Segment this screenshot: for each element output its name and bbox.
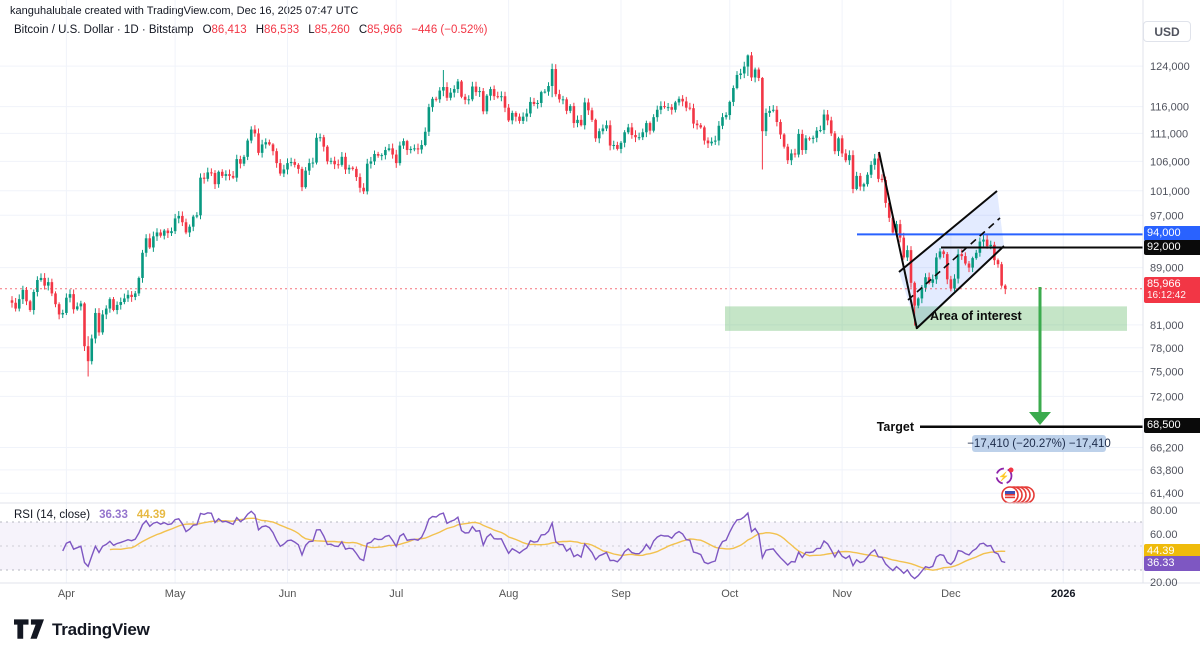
- month-label: Oct: [721, 588, 738, 600]
- flag-channel-fill: [899, 191, 1004, 328]
- gridlines: [0, 0, 1143, 583]
- rsi-tick: 20.00: [1150, 577, 1178, 589]
- symbol-title[interactable]: Bitcoin / U.S. Dollar · 1D · Bitstamp: [14, 24, 194, 36]
- price-tick: 101,000: [1150, 186, 1190, 198]
- projection-arrow-head: [1029, 412, 1051, 425]
- rsi-current-value: 36.33: [99, 509, 128, 521]
- area-of-interest-label: Area of interest: [930, 309, 1022, 323]
- chart-legend: Bitcoin / U.S. Dollar · 1D · Bitstamp O8…: [14, 24, 487, 36]
- ohlc-low: L85,260: [308, 24, 350, 36]
- price-tick: 81,000: [1150, 320, 1184, 332]
- price-tick: 61,400: [1150, 488, 1184, 500]
- bar-countdown: 16:12:42: [1147, 290, 1186, 301]
- month-label: May: [165, 588, 186, 600]
- tradingview-logo[interactable]: TradingView: [14, 618, 150, 641]
- rsi-value-badge: 36.33: [1144, 556, 1200, 571]
- last-price-badge: 85,966 16:12:42: [1144, 277, 1200, 303]
- month-label: Aug: [499, 588, 519, 600]
- tradingview-logo-icon: [14, 618, 44, 639]
- price-tick: 75,000: [1150, 367, 1184, 379]
- downtrend-line: [878, 151, 918, 330]
- month-label: Jul: [389, 588, 403, 600]
- month-label: Apr: [58, 588, 75, 600]
- rsi-ma-current-value: 44.39: [136, 509, 166, 521]
- month-label: Sep: [611, 588, 631, 600]
- target-price-badge: 68,500: [1144, 418, 1200, 433]
- rsi-legend: RSI (14, close) 36.33 44.39: [14, 509, 166, 521]
- price-tick: 66,200: [1150, 442, 1184, 454]
- price-change: −446 (−0.52%): [411, 24, 488, 36]
- chart-canvas[interactable]: ⚡ 124,000 116,000 111,000 106,000 101,000 97,0…: [0, 0, 1200, 612]
- price-badge-94000: 94,000: [1144, 226, 1200, 241]
- attribution-note: kanguhalubale created with TradingView.c…: [10, 5, 359, 17]
- price-tick: 116,000: [1150, 102, 1189, 114]
- month-label: Jun: [279, 588, 297, 600]
- price-tick: 89,000: [1150, 263, 1184, 275]
- rsi-tick: 80.00: [1150, 505, 1178, 517]
- time-axis-labels: Apr May Jun Jul Aug Sep Oct Nov Dec 2026: [58, 588, 1076, 600]
- flag-channel-lower: [916, 245, 1005, 329]
- footer-bar: TradingView: [0, 612, 1200, 647]
- price-axis-labels: 124,000 116,000 111,000 106,000 101,000 97,00…: [1150, 61, 1190, 589]
- ohlc-high: H86,583: [255, 24, 300, 36]
- ohlc-open: O86,413: [202, 24, 247, 36]
- crypto-event-icon: ⚡: [995, 467, 1014, 485]
- ohlc-close: C85,966: [358, 24, 403, 36]
- candlestick-series: [10, 52, 1007, 377]
- year-label: 2026: [1051, 588, 1075, 600]
- tradingview-logo-text: TradingView: [52, 619, 150, 639]
- price-tick: 78,000: [1150, 343, 1184, 355]
- rsi-tick: 60.00: [1150, 529, 1178, 541]
- flag-channel-midline: [907, 217, 1001, 301]
- price-tick: 97,000: [1150, 210, 1184, 222]
- price-tick: 106,000: [1150, 156, 1190, 168]
- price-tick: 124,000: [1150, 61, 1190, 73]
- flag-channel-upper: [898, 190, 998, 273]
- price-tick: 72,000: [1150, 391, 1184, 403]
- last-price-value: 85,966: [1147, 278, 1181, 290]
- price-badge-92000: 92,000: [1144, 240, 1200, 255]
- rsi-ma-badge: 44.39: [1144, 544, 1200, 559]
- currency-button[interactable]: USD: [1143, 21, 1191, 42]
- month-label: Dec: [941, 588, 961, 600]
- rsi-indicator-title[interactable]: RSI (14, close): [14, 509, 91, 521]
- rsi-line: [62, 510, 1006, 580]
- price-tick: 111,000: [1150, 128, 1188, 140]
- us-economic-events-icon: [1001, 486, 1035, 504]
- svg-text:⚡: ⚡: [998, 471, 1009, 483]
- price-tick: 63,800: [1150, 465, 1184, 477]
- measured-move-label: −17,410 (−20.27%) −17,410: [967, 435, 1111, 452]
- month-label: Nov: [832, 588, 852, 600]
- target-label: Target: [876, 420, 914, 434]
- rsi-ma-line: [109, 517, 1006, 571]
